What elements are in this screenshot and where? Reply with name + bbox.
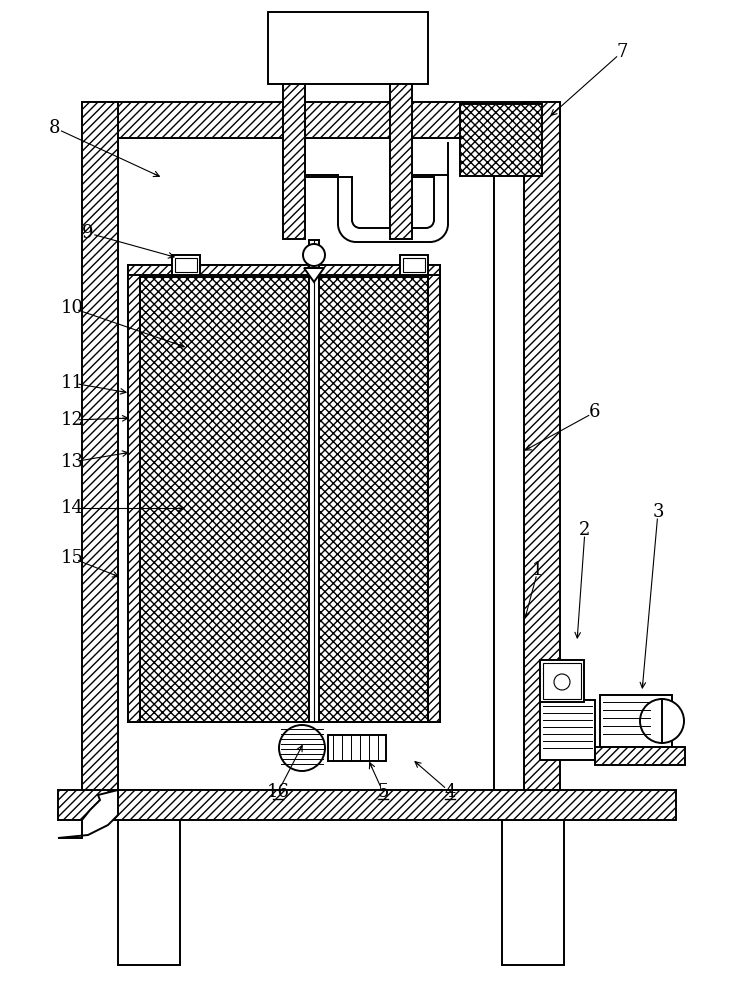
Bar bbox=[460, 104, 542, 176]
Bar bbox=[540, 660, 584, 702]
Bar bbox=[502, 820, 564, 965]
Bar bbox=[140, 277, 314, 722]
Text: 1: 1 bbox=[532, 561, 544, 579]
Bar bbox=[58, 790, 676, 820]
Bar bbox=[494, 138, 524, 790]
Text: 10: 10 bbox=[61, 299, 83, 317]
Bar bbox=[128, 265, 440, 722]
Text: 14: 14 bbox=[61, 499, 83, 517]
Bar bbox=[268, 12, 428, 84]
Bar bbox=[82, 102, 118, 790]
Bar bbox=[400, 255, 428, 275]
Bar bbox=[82, 102, 560, 138]
Text: 16: 16 bbox=[266, 783, 290, 801]
Bar bbox=[428, 265, 440, 722]
Text: 6: 6 bbox=[589, 403, 601, 421]
Bar bbox=[129, 266, 439, 274]
Bar bbox=[595, 747, 685, 765]
Text: 4: 4 bbox=[445, 783, 456, 801]
Bar bbox=[524, 102, 560, 790]
Bar bbox=[429, 266, 439, 721]
Bar bbox=[543, 663, 581, 699]
Bar bbox=[118, 138, 524, 790]
Bar bbox=[318, 277, 428, 722]
Circle shape bbox=[554, 674, 570, 690]
Circle shape bbox=[640, 699, 684, 743]
Bar bbox=[83, 103, 559, 137]
Bar bbox=[390, 84, 412, 239]
Bar bbox=[461, 105, 541, 175]
Text: 12: 12 bbox=[61, 411, 83, 429]
Text: 13: 13 bbox=[61, 453, 83, 471]
Text: 3: 3 bbox=[652, 503, 664, 521]
Text: 5: 5 bbox=[377, 783, 388, 801]
Polygon shape bbox=[58, 790, 118, 838]
Bar bbox=[600, 695, 672, 747]
Bar bbox=[403, 258, 425, 272]
Text: 11: 11 bbox=[61, 374, 83, 392]
Bar bbox=[309, 240, 319, 722]
Bar bbox=[525, 103, 559, 789]
Text: 15: 15 bbox=[61, 549, 83, 567]
Bar bbox=[128, 265, 440, 275]
Text: 2: 2 bbox=[580, 521, 591, 539]
Bar bbox=[391, 85, 411, 238]
Text: 7: 7 bbox=[616, 43, 628, 61]
Bar bbox=[118, 820, 180, 965]
Bar bbox=[540, 700, 595, 760]
Text: 8: 8 bbox=[49, 119, 61, 137]
Bar bbox=[83, 103, 117, 789]
Bar bbox=[328, 735, 386, 761]
Bar bbox=[494, 143, 524, 720]
Bar bbox=[596, 748, 684, 764]
Polygon shape bbox=[304, 268, 324, 282]
Bar bbox=[175, 258, 197, 272]
Bar bbox=[172, 255, 200, 275]
Bar bbox=[283, 84, 305, 239]
Bar bbox=[284, 85, 304, 238]
Bar bbox=[59, 791, 675, 819]
Bar bbox=[128, 265, 140, 722]
Circle shape bbox=[303, 244, 325, 266]
Bar bbox=[129, 266, 139, 721]
Circle shape bbox=[279, 725, 325, 771]
Text: 9: 9 bbox=[82, 224, 93, 242]
